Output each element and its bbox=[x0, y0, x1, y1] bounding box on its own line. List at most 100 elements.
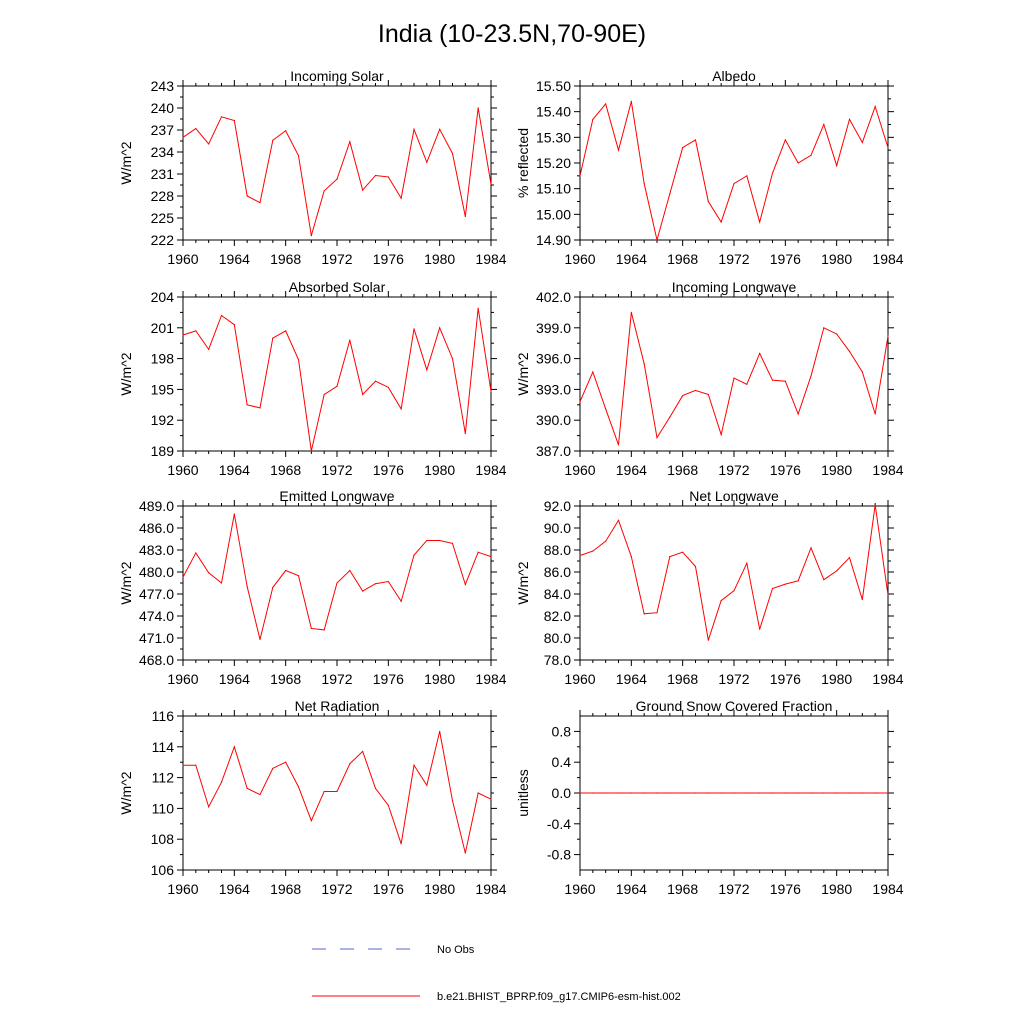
data-point bbox=[861, 792, 863, 794]
y-tick-label: 192 bbox=[151, 412, 175, 428]
x-tick-label: 1984 bbox=[475, 881, 506, 897]
data-point bbox=[707, 639, 709, 641]
x-tick-label: 1984 bbox=[872, 671, 903, 687]
data-point bbox=[617, 519, 620, 521]
data-point bbox=[656, 437, 658, 439]
data-point bbox=[259, 407, 261, 409]
data-point bbox=[836, 570, 838, 572]
data-point bbox=[797, 413, 799, 415]
plot-frame bbox=[579, 296, 889, 452]
x-tick-label: 1976 bbox=[770, 251, 801, 267]
data-point bbox=[592, 792, 594, 794]
y-axis-label: W/m^2 bbox=[118, 352, 134, 395]
y-tick-label: 108 bbox=[151, 831, 175, 847]
chart-panel-absorbed-solar: Absorbed Solar W/m^2 189 192 195 198 201 204 196… bbox=[118, 279, 507, 478]
data-point bbox=[233, 324, 235, 326]
x-tick-label: 1960 bbox=[167, 462, 198, 478]
series-line bbox=[183, 731, 492, 854]
data-point bbox=[617, 444, 620, 446]
y-tick-label: 0.4 bbox=[552, 754, 572, 770]
data-point bbox=[784, 139, 786, 141]
data-point bbox=[605, 408, 607, 410]
data-point bbox=[182, 136, 184, 138]
data-point bbox=[733, 377, 735, 379]
x-tick-label: 1964 bbox=[616, 671, 647, 687]
data-point bbox=[272, 139, 274, 141]
y-tick-label: 110 bbox=[152, 800, 175, 816]
data-point bbox=[464, 215, 466, 218]
data-point bbox=[682, 147, 684, 149]
x-tick-label: 1960 bbox=[564, 251, 595, 267]
data-point bbox=[310, 820, 312, 822]
data-point bbox=[208, 143, 210, 145]
data-point bbox=[746, 175, 748, 177]
x-tick-label: 1980 bbox=[424, 881, 455, 897]
data-point bbox=[413, 328, 415, 330]
data-point bbox=[182, 576, 184, 578]
data-point bbox=[669, 556, 671, 558]
x-tick-label: 1980 bbox=[424, 462, 455, 478]
y-tick-label: 483.0 bbox=[139, 542, 174, 558]
y-tick-label: 15.20 bbox=[536, 155, 571, 171]
x-tick-label: 1984 bbox=[872, 251, 903, 267]
chart-panel-incoming-longwave: Incoming Longwave W/m^2 387.0 390.0 393.0 396… bbox=[515, 279, 904, 478]
data-point bbox=[617, 792, 620, 794]
data-point bbox=[374, 380, 377, 382]
data-point bbox=[771, 379, 774, 381]
data-point bbox=[823, 123, 825, 126]
data-point bbox=[310, 450, 312, 452]
x-tick-label: 1980 bbox=[821, 671, 852, 687]
x-tick-label: 1976 bbox=[373, 881, 404, 897]
panel-title: Net Radiation bbox=[295, 698, 380, 714]
data-point bbox=[656, 792, 658, 794]
x-tick-label: 1972 bbox=[321, 251, 352, 267]
data-point bbox=[669, 792, 671, 794]
data-point bbox=[682, 394, 684, 397]
series-line bbox=[182, 308, 492, 452]
y-tick-label: 0.8 bbox=[552, 723, 572, 739]
data-point bbox=[707, 792, 709, 794]
data-point bbox=[336, 582, 338, 584]
data-point bbox=[733, 182, 735, 185]
data-point bbox=[630, 792, 632, 794]
data-point bbox=[592, 371, 594, 373]
data-point bbox=[759, 221, 761, 223]
x-tick-label: 1968 bbox=[667, 462, 698, 478]
data-point bbox=[297, 155, 300, 157]
data-point bbox=[246, 787, 248, 789]
x-tick-label: 1964 bbox=[616, 462, 647, 478]
data-point bbox=[323, 629, 325, 631]
data-point bbox=[297, 575, 300, 577]
data-point bbox=[208, 348, 210, 350]
data-point bbox=[208, 806, 210, 808]
data-point bbox=[784, 792, 786, 794]
y-tick-label: 234 bbox=[151, 144, 175, 160]
y-tick-label: 114 bbox=[152, 739, 175, 755]
x-tick-label: 1972 bbox=[718, 251, 749, 267]
x-tick-label: 1984 bbox=[475, 251, 506, 267]
y-tick-label: 204 bbox=[151, 289, 175, 305]
data-point bbox=[464, 583, 466, 586]
data-point bbox=[643, 363, 645, 365]
data-point bbox=[887, 147, 889, 149]
x-tick-label: 1980 bbox=[821, 462, 852, 478]
x-tick-label: 1964 bbox=[616, 881, 647, 897]
y-axis-label: W/m^2 bbox=[118, 771, 134, 814]
y-tick-label: 237 bbox=[151, 122, 175, 138]
x-tick-label: 1984 bbox=[872, 881, 903, 897]
data-point bbox=[387, 176, 389, 178]
panels: Incoming Solar W/m^2 222 225 228 231 234 237 240… bbox=[118, 68, 904, 897]
y-tick-label: 195 bbox=[151, 381, 175, 397]
y-axis-label: W/m^2 bbox=[515, 352, 531, 395]
x-tick-label: 1984 bbox=[475, 671, 506, 687]
y-tick-label: 90.0 bbox=[544, 520, 571, 536]
x-tick-label: 1968 bbox=[270, 462, 301, 478]
data-point bbox=[451, 542, 454, 545]
data-point bbox=[797, 580, 799, 582]
data-point bbox=[259, 202, 261, 204]
data-point bbox=[182, 764, 184, 766]
y-axis-label: W/m^2 bbox=[515, 561, 531, 604]
y-tick-label: 390.0 bbox=[536, 412, 571, 428]
y-tick-label: -0.4 bbox=[547, 816, 571, 832]
